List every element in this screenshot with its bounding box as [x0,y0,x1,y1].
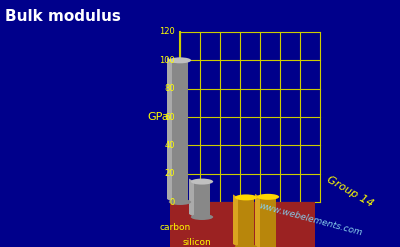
Polygon shape [170,202,315,247]
FancyBboxPatch shape [172,60,188,202]
Ellipse shape [235,194,257,200]
Ellipse shape [191,179,213,185]
Text: 40: 40 [164,141,175,150]
Text: Group 14: Group 14 [325,175,375,209]
FancyBboxPatch shape [260,197,276,247]
Polygon shape [167,57,172,202]
FancyBboxPatch shape [194,182,210,217]
Text: 0: 0 [170,198,175,206]
FancyBboxPatch shape [238,197,254,247]
Text: GPa: GPa [147,112,169,122]
Text: 20: 20 [164,169,175,178]
Text: www.webelements.com: www.webelements.com [257,201,363,237]
Polygon shape [233,194,238,247]
Text: Bulk modulus: Bulk modulus [5,9,121,24]
Ellipse shape [213,229,235,235]
Text: silicon: silicon [183,238,211,247]
Ellipse shape [191,214,213,220]
Ellipse shape [169,57,191,63]
Text: carbon: carbon [159,223,191,232]
Ellipse shape [169,199,191,205]
Polygon shape [255,194,260,247]
Ellipse shape [235,244,257,247]
Text: 60: 60 [164,112,175,122]
Ellipse shape [257,194,279,200]
Text: 80: 80 [164,84,175,93]
Text: 120: 120 [159,27,175,37]
Text: 100: 100 [159,56,175,65]
Polygon shape [189,179,194,217]
